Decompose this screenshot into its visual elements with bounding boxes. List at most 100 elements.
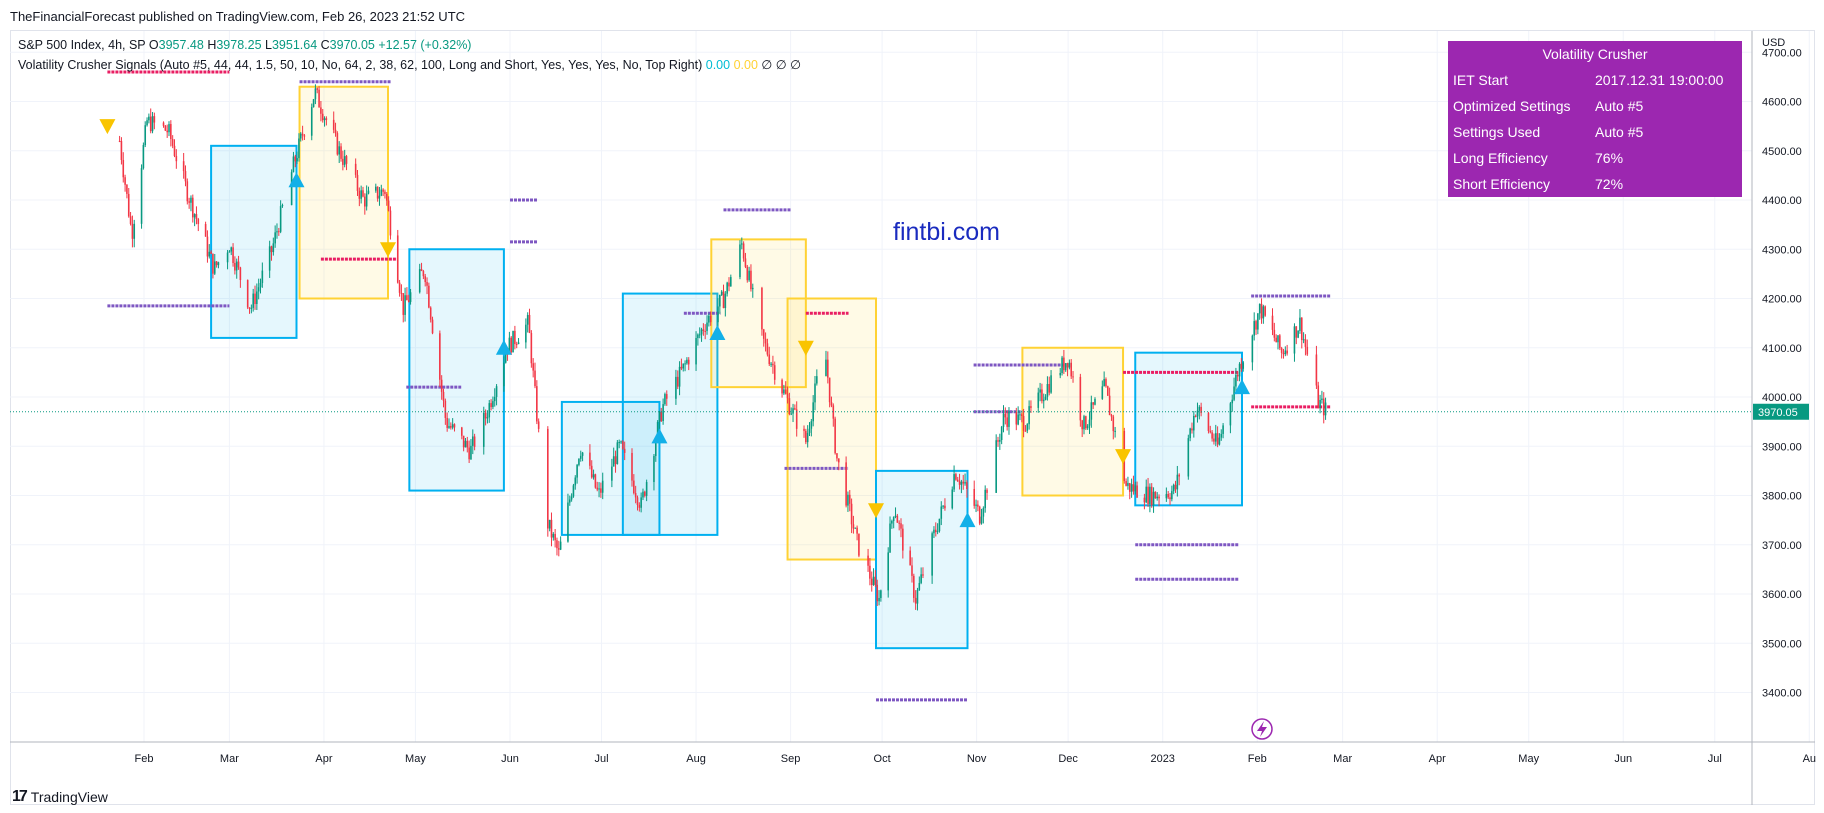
candle-down: [170, 124, 172, 140]
candle-up: [1321, 398, 1323, 400]
candle-up: [148, 116, 150, 121]
candle-up: [268, 246, 271, 271]
candle-down: [345, 156, 348, 164]
candle-up: [508, 337, 511, 355]
candle-down: [973, 488, 976, 506]
candle-up: [486, 417, 489, 419]
candle-up: [1233, 386, 1235, 400]
candle-down: [1300, 317, 1303, 340]
candle-up: [1039, 389, 1041, 393]
tradingview-footer[interactable]: 17 TradingView: [12, 788, 108, 806]
candle-down: [444, 400, 447, 418]
candle-down: [182, 161, 185, 172]
table-title: Volatility Crusher: [1542, 46, 1648, 62]
candle-down: [484, 412, 487, 419]
candle-down: [1169, 497, 1171, 500]
candle-up: [1130, 484, 1133, 492]
candle-up: [574, 477, 577, 486]
candle-up: [133, 223, 136, 239]
candle-down: [832, 405, 835, 419]
candle-down: [490, 403, 492, 408]
table-row: Settings Used Auto #5: [1448, 119, 1742, 145]
candle-down: [1004, 413, 1007, 418]
candle-down: [1191, 428, 1193, 431]
candle-down: [278, 231, 280, 233]
candle-up: [492, 401, 494, 408]
indicator-legend: Volatility Crusher Signals (Auto #5, 44,…: [18, 57, 801, 72]
x-tick-label: Feb: [1248, 753, 1267, 765]
candle-down: [173, 145, 176, 156]
volatility-crusher-table: Volatility Crusher IET Start 2017.12.31 1…: [1448, 41, 1742, 197]
candle-up: [1176, 474, 1179, 490]
candle-up: [190, 197, 192, 203]
long-zone-box: [1134, 351, 1243, 507]
candle-down: [1107, 386, 1109, 396]
candle-down: [400, 292, 403, 294]
candle-up: [1156, 496, 1159, 499]
candle-down: [850, 503, 853, 525]
candle-down: [162, 122, 165, 126]
candle-up: [418, 269, 421, 293]
candle-down: [966, 482, 968, 489]
candle-down: [389, 210, 392, 236]
candle-down: [704, 331, 706, 333]
candle-down: [453, 424, 456, 428]
candle-up: [741, 243, 743, 245]
open-label: O: [148, 38, 159, 52]
candle-up: [700, 329, 703, 335]
short-zone-box: [1021, 346, 1125, 497]
candle-down: [254, 293, 256, 305]
candle-up: [230, 247, 233, 252]
row-value: Auto #5: [1595, 98, 1644, 114]
candle-up: [1152, 491, 1155, 506]
table-row: Short Efficiency 72%: [1448, 171, 1742, 197]
candle-down: [956, 479, 959, 482]
candle-down: [320, 107, 322, 114]
candle-down: [1275, 337, 1277, 343]
candle-down: [164, 125, 167, 131]
candle-up: [592, 474, 595, 478]
candle-up: [984, 489, 986, 509]
candle-down: [1260, 303, 1263, 319]
candle-down: [556, 540, 558, 549]
candle-down: [1081, 420, 1083, 430]
candle-down: [466, 440, 469, 448]
candle-up: [464, 440, 467, 448]
table-row: Long Efficiency 76%: [1448, 145, 1742, 171]
candle-up: [1319, 399, 1321, 408]
candle-down: [867, 555, 869, 566]
candle-down: [510, 337, 513, 353]
symbol-name[interactable]: S&P 500 Index, 4h, SP: [18, 38, 146, 52]
candle-up: [235, 261, 238, 271]
candle-up: [695, 338, 697, 365]
candle-up: [1284, 350, 1287, 355]
candle-up: [559, 541, 562, 550]
candle-down: [830, 402, 833, 406]
candle-down: [332, 119, 335, 130]
candle-down: [126, 184, 128, 194]
candle-up: [1094, 398, 1096, 405]
candle-down: [354, 163, 357, 175]
candle-down: [1209, 430, 1212, 433]
candle-up: [1088, 419, 1091, 426]
x-tick-label: May: [405, 753, 426, 765]
candle-down: [702, 329, 705, 332]
candle-up: [257, 287, 260, 292]
candle-up: [816, 376, 818, 384]
close-value: 3970.05: [329, 38, 375, 52]
candle-up: [1042, 399, 1045, 402]
y-tick-label: 4400.00: [1762, 195, 1802, 207]
candle-down: [761, 287, 763, 330]
candle-up: [995, 440, 997, 493]
candle-down: [795, 409, 798, 429]
candle-up: [1238, 363, 1241, 377]
candle-up: [1257, 313, 1259, 330]
candle-up: [1103, 379, 1105, 387]
candle-down: [1255, 321, 1257, 330]
candle-down: [153, 116, 156, 123]
candle-up: [1253, 321, 1255, 336]
sell-signal-icon: [868, 503, 884, 519]
indicator-name[interactable]: Volatility Crusher Signals (Auto #5, 44,…: [18, 58, 703, 72]
candle-up: [1231, 399, 1234, 404]
